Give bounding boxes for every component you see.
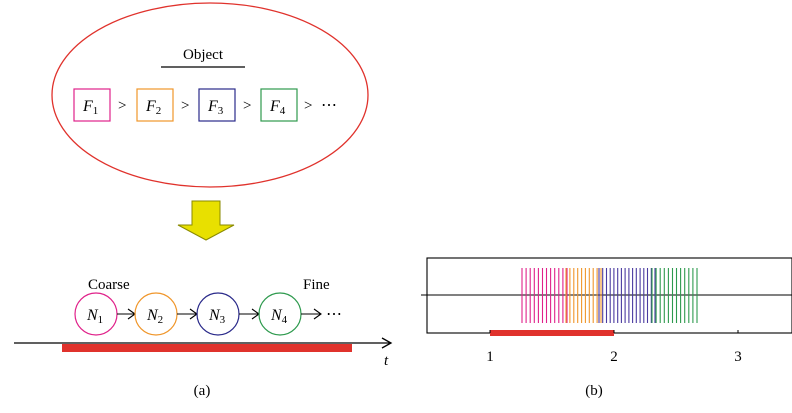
feature-box-f3-label: F3 [207,98,224,117]
feature-box-f1-label: F1 [82,98,98,117]
object-title: Object [183,47,224,63]
node-ellipsis: ⋯ [326,306,342,323]
node-n3: N3 [196,292,240,336]
x-tick-label-3: 3 [734,349,742,365]
node-n4-label: N4 [270,307,288,326]
node-arrowhead-4 [313,308,322,320]
caption-b: (b) [585,383,603,399]
greater-than-1: > [118,98,126,114]
node-n1: N1 [74,292,118,336]
feature-box-f4-label: F4 [269,98,286,117]
time-bar-b [490,330,614,336]
fine-label: Fine [303,277,330,293]
coarse-label: Coarse [88,277,130,293]
time-bar-a [62,344,352,352]
caption-a: (a) [194,383,211,399]
feature-box-f2: F2 [136,88,174,122]
node-n2-label: N2 [146,307,163,326]
node-n2: N2 [134,292,178,336]
feature-box-f1-frame [73,88,111,122]
feature-box-f1: F1 [73,88,111,122]
x-tick-label-1: 1 [486,349,494,365]
node-n4: N4 [258,292,302,336]
down-arrow-icon [177,200,235,241]
object-ellipse [51,2,369,188]
feature-box-f3-frame [198,88,236,122]
node-n1-label: N1 [86,307,103,326]
feature-box-f2-label: F2 [145,98,161,117]
feature-box-f2-frame [136,88,174,122]
x-tick-label-2: 2 [610,349,618,365]
time-axis-label: t [384,353,389,369]
feature-ellipsis: ⋯ [321,97,337,114]
node-n3-label: N3 [208,307,226,326]
greater-than-3: > [243,98,251,114]
feature-box-f4: F4 [260,88,298,122]
greater-than-4: > [304,98,312,114]
greater-than-2: > [181,98,189,114]
time-axis-arrowhead [381,337,393,349]
feature-box-f3: F3 [198,88,236,122]
spike-raster [521,268,698,323]
feature-box-f4-frame [260,88,298,122]
